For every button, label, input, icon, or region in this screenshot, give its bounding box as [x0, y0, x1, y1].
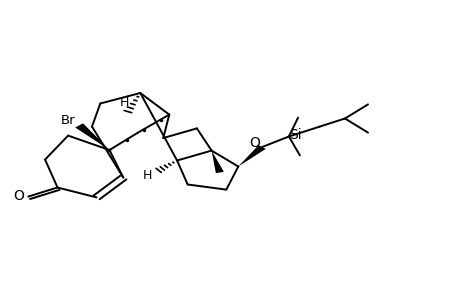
Text: H: H [142, 169, 151, 182]
Text: O: O [248, 136, 259, 150]
Text: O: O [13, 190, 24, 203]
Text: Br: Br [61, 113, 75, 127]
Text: Si: Si [289, 128, 302, 142]
Polygon shape [238, 145, 265, 166]
Polygon shape [211, 151, 224, 173]
Polygon shape [75, 123, 109, 150]
Text: H: H [119, 96, 129, 109]
